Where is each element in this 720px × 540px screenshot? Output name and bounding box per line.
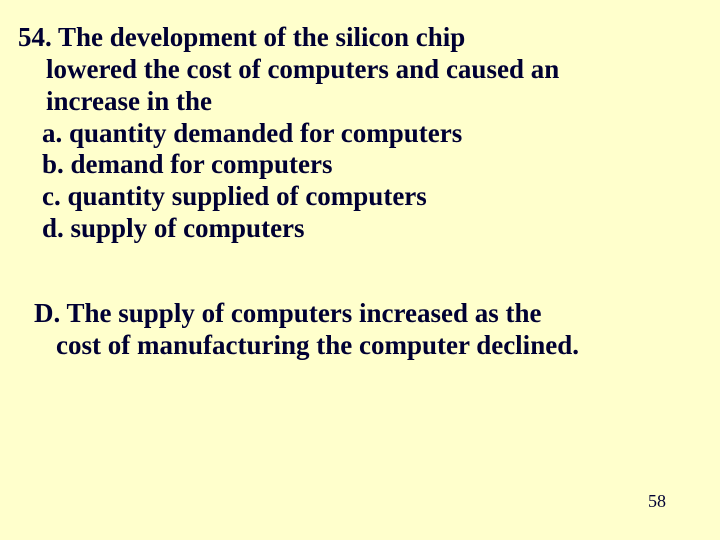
page-number: 58 (648, 491, 666, 512)
options-list: a. quantity demanded for computers b. de… (42, 118, 698, 245)
stem-line-3: increase in the (46, 86, 698, 118)
stem-line-1: 54. The development of the silicon chip (18, 22, 698, 54)
stem-line-2: lowered the cost of computers and caused… (46, 54, 698, 86)
answer-line-2: cost of manufacturing the computer decli… (56, 330, 694, 362)
option-d: d. supply of computers (42, 213, 698, 245)
answer-block: D. The supply of computers increased as … (34, 298, 694, 362)
option-c: c. quantity supplied of computers (42, 181, 698, 213)
answer-line-1: D. The supply of computers increased as … (34, 298, 694, 330)
option-a: a. quantity demanded for computers (42, 118, 698, 150)
question-block: 54. The development of the silicon chip … (18, 22, 698, 245)
question-stem: 54. The development of the silicon chip … (18, 22, 698, 118)
slide: 54. The development of the silicon chip … (0, 0, 720, 540)
option-b: b. demand for computers (42, 149, 698, 181)
